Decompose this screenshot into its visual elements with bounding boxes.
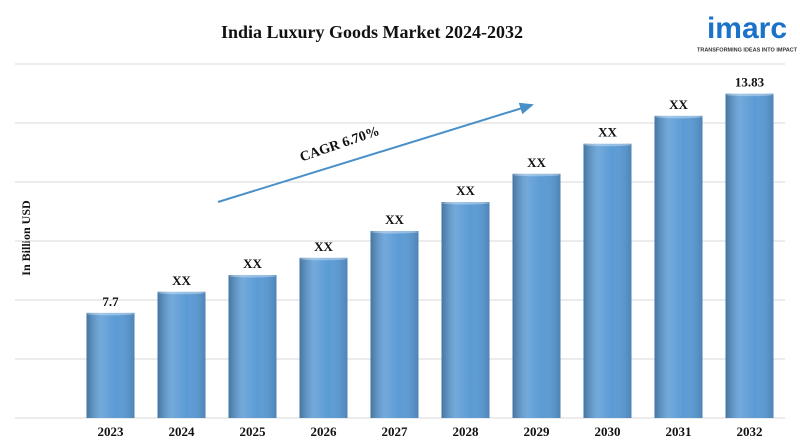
bar-shading xyxy=(512,173,561,418)
data-label: XX xyxy=(456,183,475,198)
bar-cap xyxy=(654,115,703,119)
bar-shading xyxy=(441,202,490,418)
data-label: XX xyxy=(598,125,617,140)
bar-shading xyxy=(228,274,277,418)
data-label: XX xyxy=(172,273,191,288)
bar-shading xyxy=(370,230,419,418)
data-label: 13.83 xyxy=(735,75,765,90)
bar-shading xyxy=(654,115,703,419)
logo-name: imarc xyxy=(707,12,787,45)
x-tick-label: 2029 xyxy=(524,424,551,439)
x-tick-label: 2023 xyxy=(98,424,125,439)
x-tick-label: 2030 xyxy=(595,424,621,439)
bar-shading xyxy=(725,93,774,419)
chart-title: India Luxury Goods Market 2024-2032 xyxy=(221,22,523,42)
logo-tagline: TRANSFORMING IDEAS INTO IMPACT xyxy=(697,47,798,53)
bar-cap xyxy=(725,93,774,97)
x-tick-label: 2026 xyxy=(311,424,338,439)
data-label: XX xyxy=(243,256,262,271)
bar-cap xyxy=(441,201,490,205)
y-axis-label: In Billion USD xyxy=(19,200,33,276)
x-tick-label: 2032 xyxy=(737,424,763,439)
bar-cap xyxy=(370,230,419,234)
data-label: XX xyxy=(385,212,404,227)
x-tick-label: 2025 xyxy=(240,424,267,439)
x-tick-label: 2024 xyxy=(169,424,196,439)
data-label: 7.7 xyxy=(102,294,119,309)
bar-cap xyxy=(299,257,348,261)
bar-cap xyxy=(157,291,206,295)
bar-cap xyxy=(228,274,277,278)
bar-cap xyxy=(512,173,561,177)
bar-cap xyxy=(583,143,632,147)
x-tick-label: 2031 xyxy=(666,424,692,439)
x-tick-label: 2027 xyxy=(382,424,409,439)
annotation: CAGR 6.70% xyxy=(298,124,382,165)
data-label: XX xyxy=(669,97,688,112)
bar-shading xyxy=(157,291,206,418)
bar-shading xyxy=(583,143,632,419)
bar-shading xyxy=(299,257,348,418)
bar-cap xyxy=(86,312,135,316)
data-label: XX xyxy=(527,155,546,170)
annotation-arrow xyxy=(217,102,534,203)
x-tick-label: 2028 xyxy=(453,424,480,439)
bar-shading xyxy=(86,312,135,418)
data-label: XX xyxy=(314,239,333,254)
